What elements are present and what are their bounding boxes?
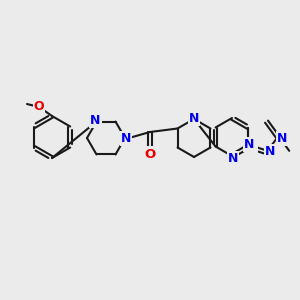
Text: O: O xyxy=(34,100,44,112)
Text: N: N xyxy=(244,138,255,151)
Text: N: N xyxy=(277,131,287,145)
Text: N: N xyxy=(265,145,276,158)
Text: O: O xyxy=(144,148,156,160)
Text: N: N xyxy=(189,112,199,124)
Text: N: N xyxy=(228,152,238,164)
Text: N: N xyxy=(121,131,131,145)
Text: N: N xyxy=(90,114,101,127)
Text: N: N xyxy=(246,140,256,153)
